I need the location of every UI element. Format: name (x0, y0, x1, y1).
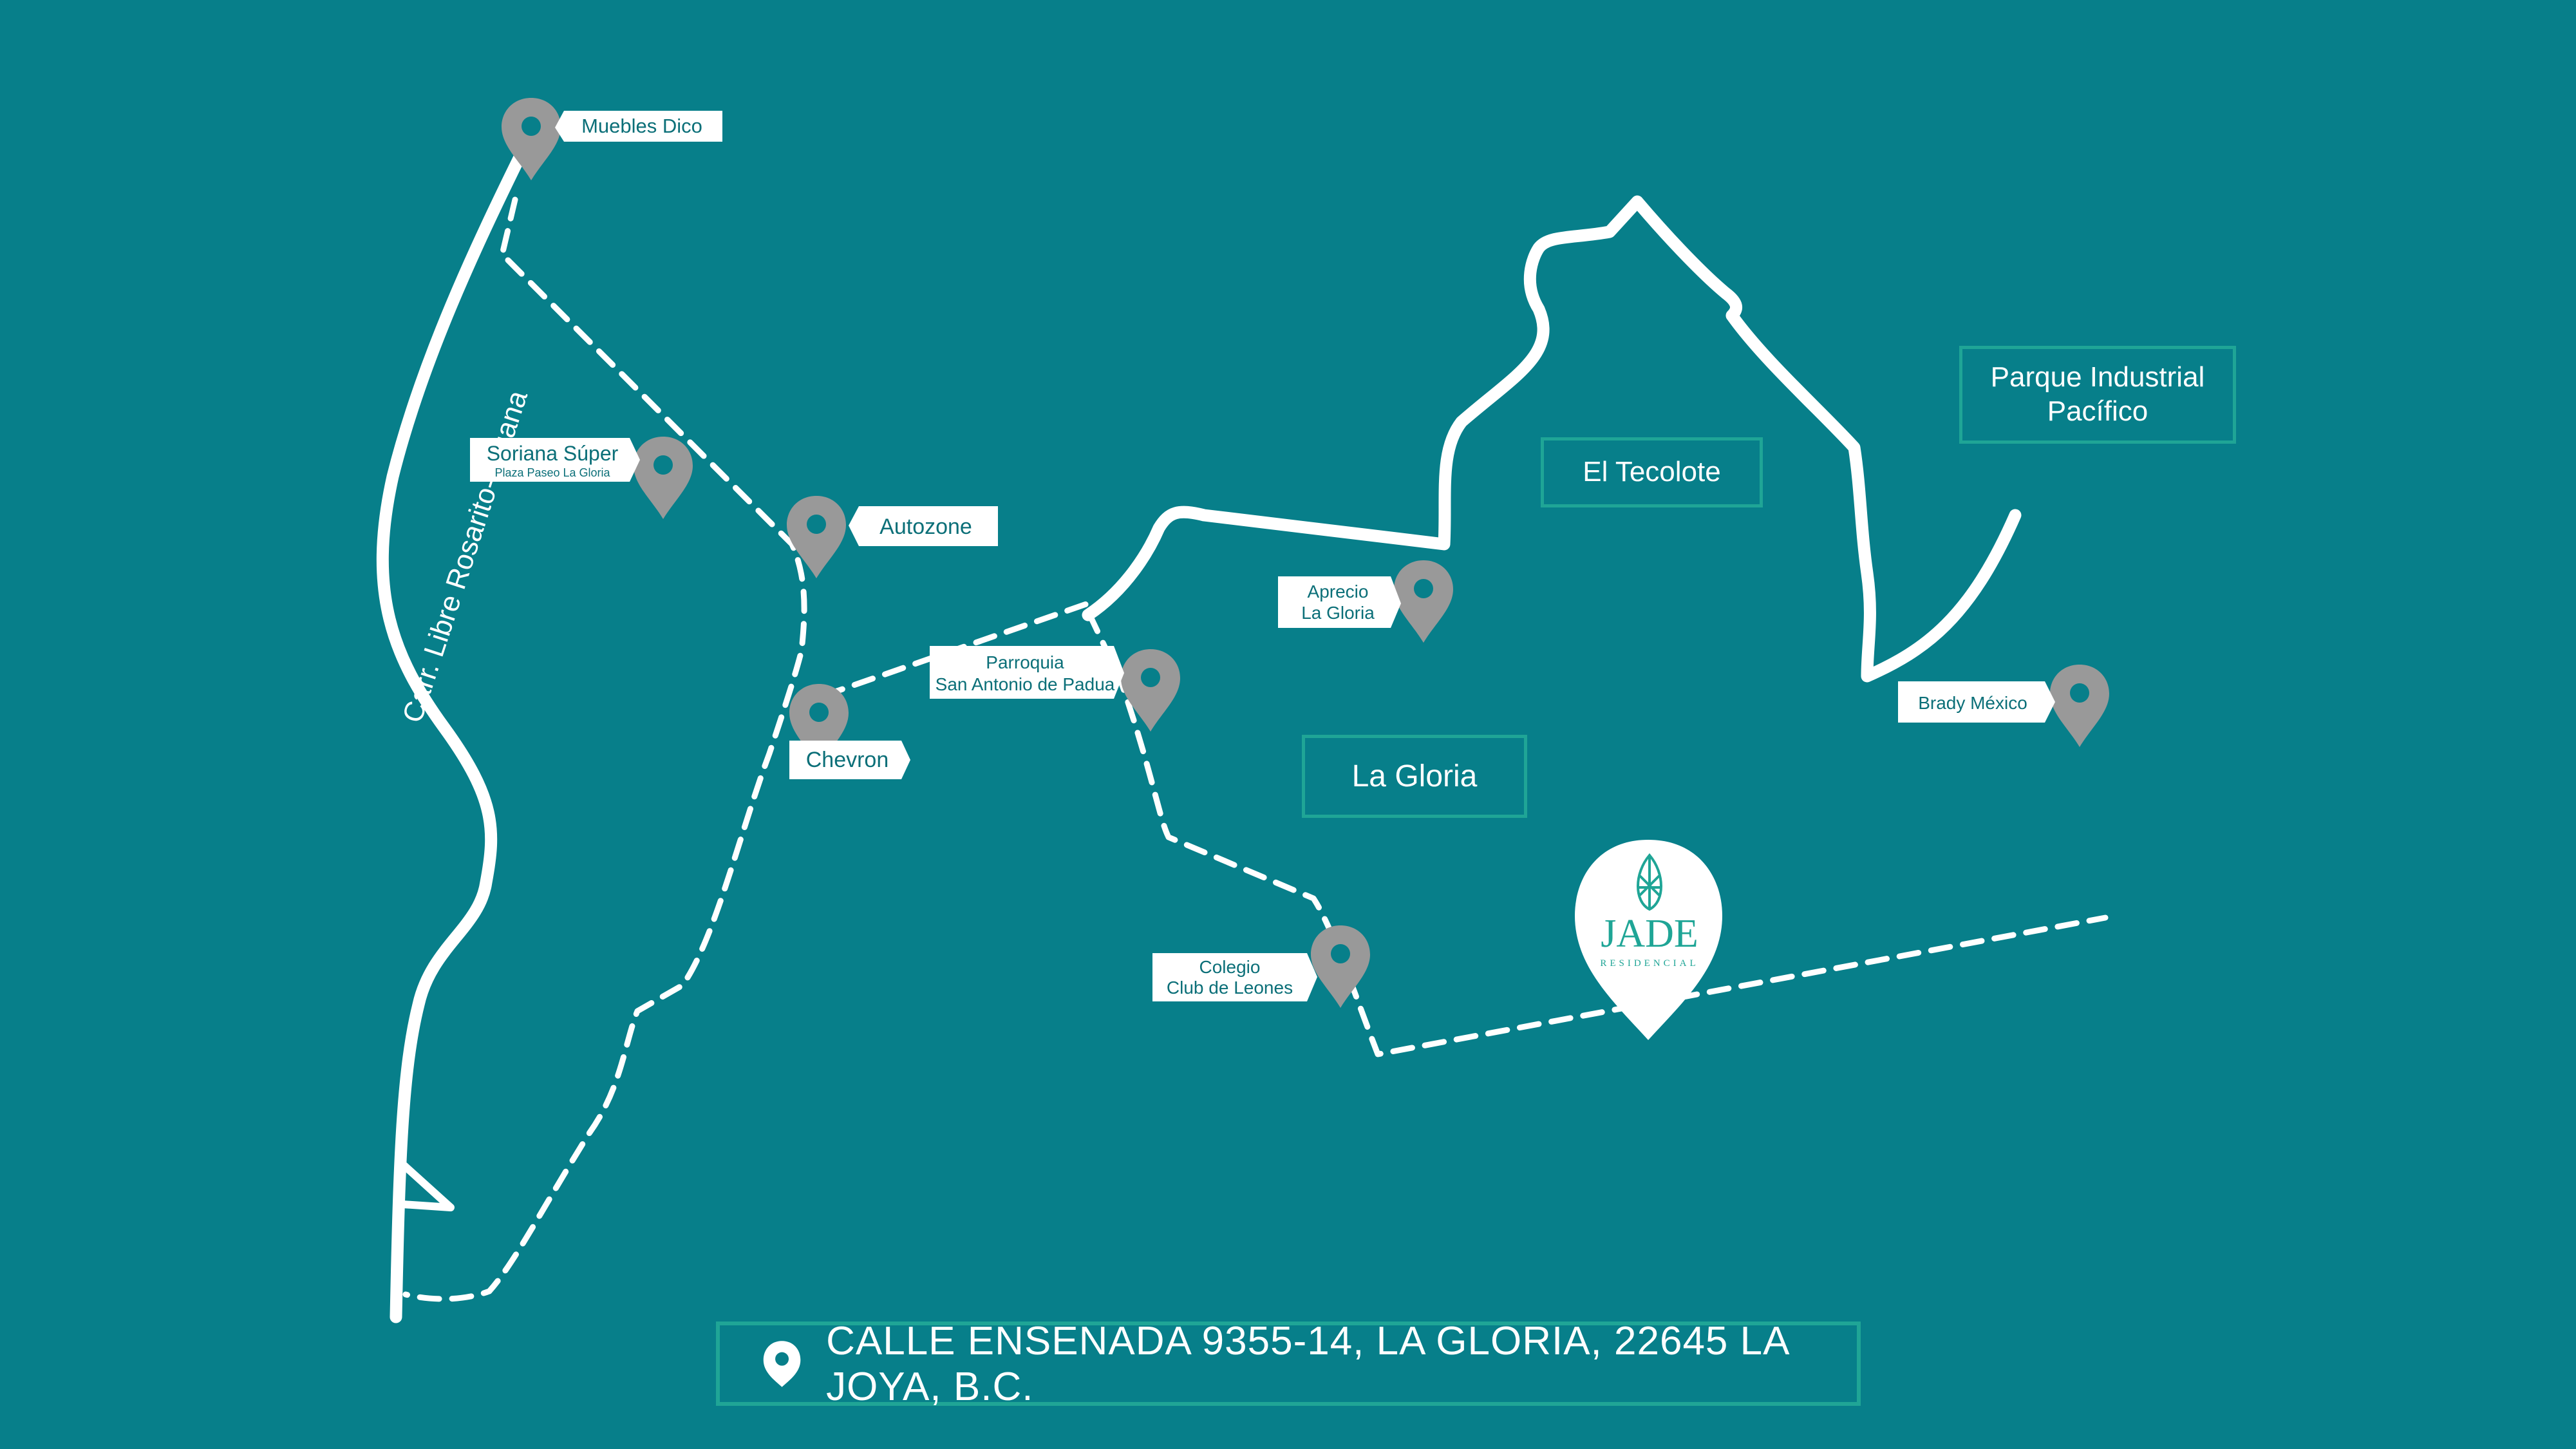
highway-road (376, 144, 529, 1323)
colegio-label-2: Club de Leones (1167, 978, 1293, 998)
autozone-label: Autozone (879, 515, 972, 539)
zone-la-gloria[interactable]: La Gloria (1302, 735, 1527, 818)
parroquia-label-2: San Antonio de Padua (935, 674, 1115, 694)
jade-logo-subtext: RESIDENCIAL (1600, 958, 1698, 969)
jade-destination-marker[interactable]: JADE RESIDENCIAL (1575, 840, 1722, 1040)
parroquia-label-1: Parroquia (986, 652, 1064, 672)
jade-logo-text: JADE (1601, 912, 1698, 956)
place-soriana[interactable]: Soriana Súper Plaza Paseo La Gloria (470, 437, 693, 519)
aprecio-label-2: La Gloria (1301, 603, 1375, 623)
place-autozone[interactable]: Autozone (787, 496, 998, 578)
place-chevron[interactable]: Chevron (789, 684, 910, 779)
place-muebles-dico[interactable]: Muebles Dico (502, 98, 722, 180)
zone-el-tecolote[interactable]: El Tecolote (1541, 437, 1763, 507)
address-bar: CALLE ENSENADA 9355-14, LA GLORIA, 22645… (716, 1319, 1861, 1409)
boundary-road (1082, 195, 2022, 683)
aprecio-label-1: Aprecio (1308, 582, 1369, 601)
highway-ramp (399, 1162, 455, 1211)
zone-parque-label-1: Parque Industrial (1990, 361, 2205, 393)
route-dashed (821, 600, 2109, 1057)
zone-parque-industrial[interactable]: Parque Industrial Pacífico (1959, 346, 2236, 444)
place-colegio[interactable]: Colegio Club de Leones (1152, 925, 1370, 1008)
highway-label: Carr. Libre Rosarito-Tijuana (397, 386, 534, 726)
zone-parque-label-2: Pacífico (2047, 395, 2148, 427)
chevron-label: Chevron (806, 748, 889, 772)
zone-el-tecolote-label: El Tecolote (1583, 456, 1721, 488)
place-aprecio[interactable]: Aprecio La Gloria (1278, 560, 1453, 643)
address-text: CALLE ENSENADA 9355-14, LA GLORIA, 22645… (826, 1318, 1789, 1409)
soriana-sublabel: Plaza Paseo La Gloria (494, 466, 610, 479)
zone-la-gloria-label: La Gloria (1351, 759, 1478, 793)
brady-label: Brady México (1918, 693, 2027, 713)
jade-logo-icon (1637, 853, 1662, 911)
place-parroquia[interactable]: Parroquia San Antonio de Padua (930, 646, 1180, 732)
location-pin-icon (763, 1340, 801, 1387)
soriana-label: Soriana Súper (487, 442, 619, 465)
muebles-dico-label: Muebles Dico (581, 115, 702, 137)
place-brady[interactable]: Brady México (1898, 665, 2109, 747)
colegio-label-1: Colegio (1199, 957, 1261, 977)
